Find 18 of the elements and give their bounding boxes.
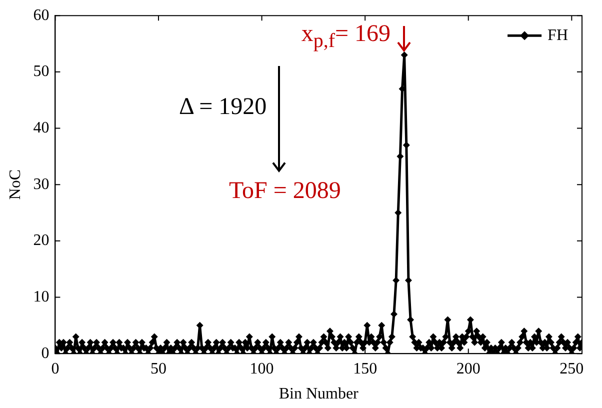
x-tick-label: 150 (353, 360, 378, 378)
legend-label: FH (548, 26, 568, 44)
y-tick-label: 0 (41, 344, 50, 362)
y-tick-label: 50 (33, 63, 50, 80)
y-axis-title: NoC (6, 169, 24, 200)
y-tick-label: 60 (33, 6, 50, 24)
x-tick-label: 250 (560, 360, 584, 378)
annotation: Δ = 1920 (178, 94, 267, 120)
x-axis-title: Bin Number (278, 386, 360, 403)
x-tick-label: 50 (150, 360, 166, 378)
y-tick-label: 40 (33, 119, 50, 136)
x-tick-label: 200 (456, 360, 480, 378)
y-tick-label: 10 (33, 288, 50, 306)
y-tick-label: 20 (33, 232, 50, 250)
annotation: ToF = 2089 (229, 178, 341, 204)
annotation: x$_{p,f}$= 169 (301, 20, 391, 52)
y-tick-label: 30 (33, 176, 50, 193)
x-tick-label: 100 (250, 360, 274, 378)
